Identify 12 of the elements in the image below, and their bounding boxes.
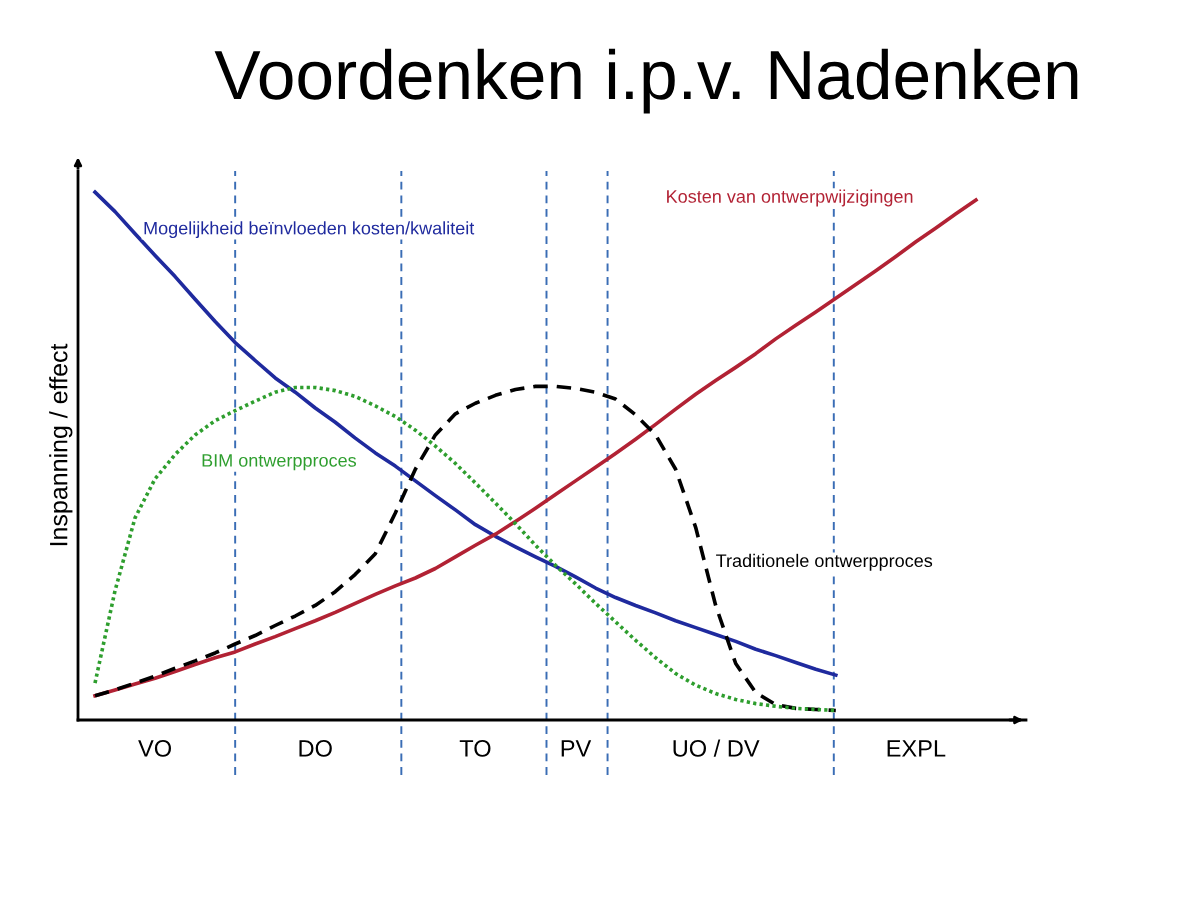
y-axis-title: Inspanning / effect [49,343,73,546]
chart-title: Voordenken i.p.v. Nadenken [214,48,1078,114]
series-label: Traditionele ontwerpproces [716,553,933,571]
series-label: Mogelijkheid beïnvloeden kosten/kwaliteit [144,221,475,239]
series-label: BIM ontwerpproces [202,454,357,471]
x-tick-label: DO [299,740,332,757]
series-label: Kosten van ontwerpwijzigingen [667,189,913,207]
x-tick-label: EXPL [887,740,946,757]
x-tick-label: TO [459,740,491,757]
x-tick-label: UO / DV [673,739,760,757]
x-tick-label: PV [561,740,592,757]
x-tick-label: VO [138,740,172,757]
